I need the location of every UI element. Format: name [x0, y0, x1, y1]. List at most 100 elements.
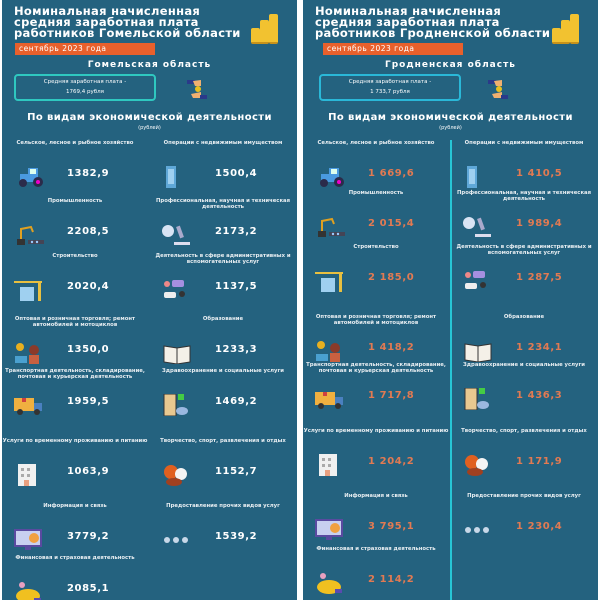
activity-value: 1 669,6 [368, 168, 415, 179]
activity-value: 1063,9 [67, 466, 110, 477]
activity-item: Строительство 2020,4 [2, 253, 148, 301]
robot-arm-icon [313, 216, 347, 238]
activity-label: Здравоохранение и социальные услуги [463, 362, 585, 368]
activity-label: Творчество, спорт, развлечения и отдых [461, 428, 587, 434]
activity-value: 1 717,8 [368, 390, 415, 401]
activity-value: 2 015,4 [368, 218, 415, 229]
activity-item: Профессиональная, научная и техническая … [451, 190, 597, 237]
activity-value: 1 989,4 [516, 218, 563, 229]
activity-value: 1 287,5 [516, 272, 563, 283]
book-icon [461, 340, 495, 363]
activity-label: Транспортная деятельность, складирование… [306, 362, 446, 374]
average-salary-box: Средняя заработная плата - 1769,4 рубля [14, 74, 156, 101]
coin-stack [556, 34, 565, 44]
activity-value: 1539,2 [215, 531, 258, 542]
robot-arm-icon [12, 224, 46, 246]
sports-balls-icon [461, 454, 495, 476]
activity-item: Предоставление прочих видов услуг 1 230,4 [451, 493, 597, 533]
activity-label: Информация и связь [43, 503, 107, 509]
grodno-infographic: Номинальная начисленная средняя заработн… [303, 0, 598, 600]
average-salary-value: 1769,4 рубля [66, 89, 104, 95]
dots-icon [461, 519, 495, 541]
activity-label: Сельское, лесное и рыбное хозяйство [16, 140, 134, 146]
activity-label: Творчество, спорт, развлечения и отдых [160, 438, 286, 444]
activity-item: Предоставление прочих видов услуг 1539,2 [150, 503, 296, 543]
coins-icon [552, 14, 584, 44]
building-icon [461, 166, 495, 188]
average-salary-label: Средняя заработная плата - [43, 79, 127, 85]
activity-value: 2173,2 [215, 226, 258, 237]
activity-item: Транспортная деятельность, складирование… [303, 362, 449, 409]
section-unit: (рублей) [439, 125, 462, 131]
tractor-icon [313, 166, 347, 188]
activity-value: 1 436,3 [516, 390, 563, 401]
activity-item: Творчество, спорт, развлечения и отдых 11… [150, 438, 296, 486]
truck-icon [12, 394, 46, 416]
hotel-icon [12, 464, 46, 486]
hand-coin-icon [488, 78, 508, 102]
activity-item: Сельское, лесное и рыбное хозяйство 1382,… [2, 140, 148, 187]
average-salary-label: Средняя заработная плата - [348, 79, 432, 85]
activity-value: 1 234,1 [516, 342, 563, 353]
activity-label: Здравоохранение и социальные услуги [162, 368, 284, 374]
activity-item: Промышленность 2 015,4 [303, 190, 449, 237]
activity-item: Профессиональная, научная и техническая … [150, 198, 296, 245]
activity-value: 1959,5 [67, 396, 110, 407]
activity-label: Сельское, лесное и рыбное хозяйство [317, 140, 435, 146]
microscope-icon [461, 216, 495, 238]
activity-item: Информация и связь 3779,2 [2, 503, 148, 550]
activity-value: 1382,9 [67, 168, 110, 179]
building-icon [160, 166, 194, 188]
activity-label: Строительство [52, 253, 98, 259]
activity-label: Финансовая и страховая деятельность [15, 555, 135, 561]
activity-label: Профессиональная, научная и техническая … [155, 198, 291, 210]
section-title: По видам экономической деятельности [27, 112, 272, 123]
activity-label: Промышленность [348, 190, 404, 196]
coins-icon [251, 14, 283, 44]
activity-label: Услуги по временному проживанию и питани… [303, 428, 449, 434]
cashier-icon [12, 342, 46, 364]
support-chat-icon [461, 270, 495, 292]
activity-label: Услуги по временному проживанию и питани… [2, 438, 148, 444]
activity-item: Оптовая и розничная торговля; ремонт авт… [2, 316, 148, 364]
activity-value: 2020,4 [67, 281, 110, 292]
activity-item: Информация и связь 3 795,1 [303, 493, 449, 540]
column-divider [450, 140, 452, 600]
average-salary-value: 1 733,7 рубля [370, 89, 410, 95]
activity-label: Оптовая и розничная торговля; ремонт авт… [315, 314, 437, 326]
region-name: Гродненская область [385, 60, 516, 70]
activity-item: Финансовая и страховая деятельность 2085,… [2, 555, 148, 600]
activity-item: Промышленность 2208,5 [2, 198, 148, 245]
activity-item: Здравоохранение и социальные услуги 1469,… [150, 368, 296, 417]
dots-icon [160, 529, 194, 551]
activity-item: Здравоохранение и социальные услуги 1 436… [451, 362, 597, 411]
activity-item: Деятельность в сфере административных и … [150, 253, 296, 298]
activity-item: Строительство 2 185,0 [303, 244, 449, 292]
monitor-chart-icon [313, 519, 347, 541]
activity-item: Услуги по временному проживанию и питани… [303, 428, 449, 476]
activity-item: Сельское, лесное и рыбное хозяйство 1 669… [303, 140, 449, 187]
money-bag-icon [12, 581, 46, 600]
activity-value: 1 171,9 [516, 456, 563, 467]
hospital-icon [160, 393, 194, 417]
activity-item: Творчество, спорт, развлечения и отдых 1 … [451, 428, 597, 476]
activity-value: 1 204,2 [368, 456, 415, 467]
title: Номинальная начисленная средняя заработн… [14, 4, 241, 40]
section-title: По видам экономической деятельности [328, 112, 573, 123]
activity-label: Транспортная деятельность, складирование… [5, 368, 145, 380]
sports-balls-icon [160, 464, 194, 486]
coin-stack [570, 14, 579, 44]
crane-icon [12, 279, 46, 301]
activity-item: Операции с недвижимым имуществом 1 410,5 [451, 140, 597, 188]
activity-item: Услуги по временному проживанию и питани… [2, 438, 148, 486]
activity-item: Оптовая и розничная торговля; ремонт авт… [303, 314, 449, 362]
activity-label: Оптовая и розничная торговля; ремонт авт… [14, 316, 136, 328]
activity-item: Операции с недвижимым имуществом 1500,4 [150, 140, 296, 188]
activity-item: Финансовая и страховая деятельность 2 114… [303, 546, 449, 594]
activity-value: 1 230,4 [516, 521, 563, 532]
activity-value: 3 795,1 [368, 521, 415, 532]
activity-item: Образование 1 234,1 [451, 314, 597, 363]
crane-icon [313, 270, 347, 292]
activity-value: 1469,2 [215, 396, 258, 407]
hospital-icon [461, 387, 495, 411]
